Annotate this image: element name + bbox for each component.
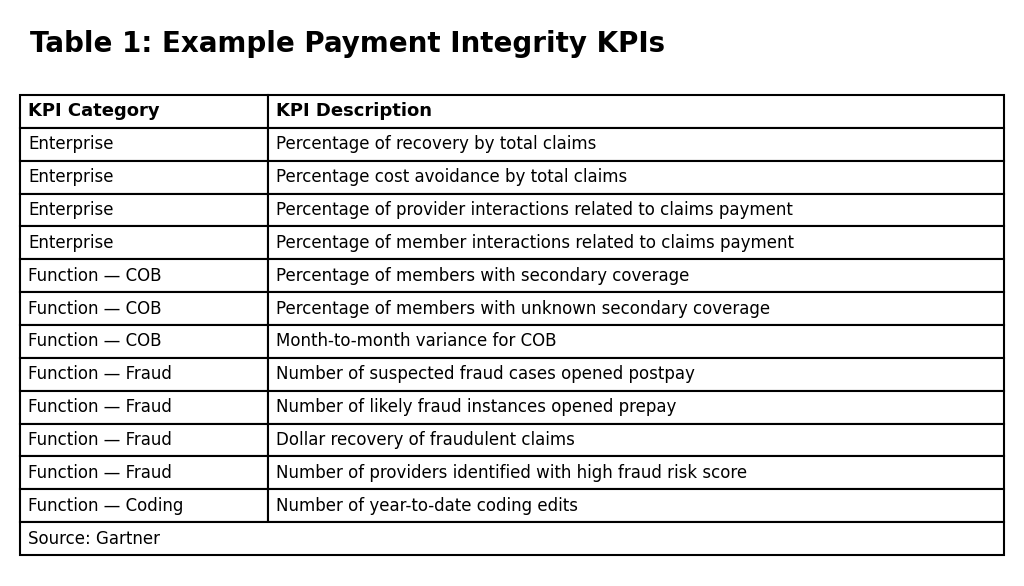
Bar	[20, 95, 268, 128]
Bar	[268, 358, 1004, 391]
Text: Function — COB: Function — COB	[28, 332, 162, 350]
Bar	[20, 358, 268, 391]
Bar	[268, 95, 1004, 128]
Bar	[268, 456, 1004, 489]
Bar	[20, 489, 268, 522]
Bar	[20, 128, 268, 161]
Text: Percentage of recovery by total claims: Percentage of recovery by total claims	[275, 135, 596, 154]
Text: Percentage of provider interactions related to claims payment: Percentage of provider interactions rela…	[275, 201, 793, 219]
Text: Enterprise: Enterprise	[28, 135, 114, 154]
Text: Function — COB: Function — COB	[28, 267, 162, 285]
Bar	[268, 128, 1004, 161]
Text: Enterprise: Enterprise	[28, 201, 114, 219]
Text: KPI Category: KPI Category	[28, 103, 160, 121]
Text: Table 1: Example Payment Integrity KPIs: Table 1: Example Payment Integrity KPIs	[30, 30, 666, 58]
Bar	[20, 456, 268, 489]
Text: Source: Gartner: Source: Gartner	[28, 530, 160, 547]
Bar	[268, 489, 1004, 522]
Text: Dollar recovery of fraudulent claims: Dollar recovery of fraudulent claims	[275, 431, 574, 449]
Bar	[268, 161, 1004, 193]
Bar	[20, 193, 268, 226]
Bar	[20, 161, 268, 193]
Text: Percentage cost avoidance by total claims: Percentage cost avoidance by total claim…	[275, 168, 628, 186]
Bar	[268, 424, 1004, 456]
Bar	[268, 226, 1004, 259]
Bar	[20, 226, 268, 259]
Text: Percentage of members with unknown secondary coverage: Percentage of members with unknown secon…	[275, 299, 770, 318]
Text: Percentage of members with secondary coverage: Percentage of members with secondary cov…	[275, 267, 689, 285]
Text: Function — Fraud: Function — Fraud	[28, 431, 172, 449]
Bar	[20, 259, 268, 292]
Text: Number of suspected fraud cases opened postpay: Number of suspected fraud cases opened p…	[275, 365, 695, 383]
Bar	[268, 292, 1004, 325]
Bar	[268, 259, 1004, 292]
Text: Function — Fraud: Function — Fraud	[28, 398, 172, 416]
Bar	[20, 522, 1004, 555]
Text: Number of year-to-date coding edits: Number of year-to-date coding edits	[275, 497, 578, 515]
Text: Month-to-month variance for COB: Month-to-month variance for COB	[275, 332, 556, 350]
Bar	[20, 424, 268, 456]
Text: KPI Description: KPI Description	[275, 103, 432, 121]
Text: Function — COB: Function — COB	[28, 299, 162, 318]
Text: Number of providers identified with high fraud risk score: Number of providers identified with high…	[275, 464, 748, 482]
Bar	[268, 325, 1004, 358]
Text: Percentage of member interactions related to claims payment: Percentage of member interactions relate…	[275, 234, 794, 252]
Bar	[20, 292, 268, 325]
Bar	[268, 391, 1004, 424]
Bar	[268, 193, 1004, 226]
Bar	[20, 325, 268, 358]
Text: Function — Fraud: Function — Fraud	[28, 464, 172, 482]
Text: Function — Coding: Function — Coding	[28, 497, 183, 515]
Text: Number of likely fraud instances opened prepay: Number of likely fraud instances opened …	[275, 398, 676, 416]
Text: Function — Fraud: Function — Fraud	[28, 365, 172, 383]
Text: Enterprise: Enterprise	[28, 234, 114, 252]
Bar	[20, 391, 268, 424]
Text: Enterprise: Enterprise	[28, 168, 114, 186]
